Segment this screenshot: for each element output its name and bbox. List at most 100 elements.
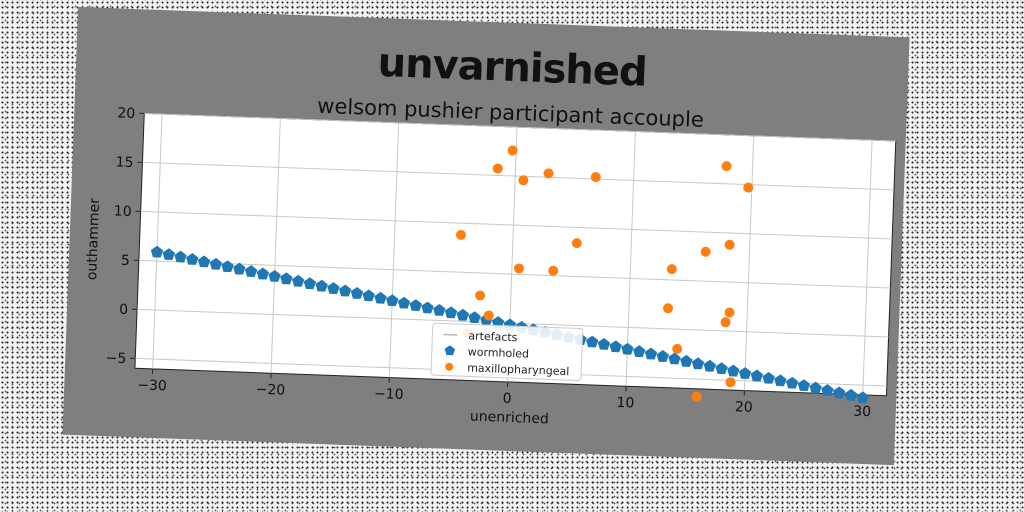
x-grid-line: [152, 114, 163, 369]
maxillopharyngeal-point: [507, 145, 518, 156]
wormholed-point: [656, 350, 669, 362]
wormholed-point: [821, 384, 834, 396]
wormholed-point: [468, 311, 481, 324]
wormholed-point: [150, 245, 164, 258]
wormholed-point: [350, 287, 364, 299]
wormholed-point: [303, 277, 317, 290]
x-grid-line: [270, 118, 281, 374]
wormholed-point: [233, 262, 246, 275]
wormholed-point: [374, 291, 387, 304]
x-tick-label: 10: [616, 395, 634, 412]
x-tick-label: −10: [374, 386, 404, 403]
wormholed-point: [586, 335, 599, 348]
maxillopharyngeal-point: [724, 307, 735, 318]
legend-marker-artefacts: [443, 333, 458, 336]
y-axis-label: outhammer: [84, 198, 103, 281]
wormholed-point: [397, 296, 411, 309]
wormholed-point: [750, 369, 764, 382]
maxillopharyngeal-point: [743, 182, 754, 193]
wormholed-point: [762, 371, 775, 384]
y-grid-line: [142, 161, 894, 191]
wormholed-point: [162, 248, 175, 261]
wormholed-point: [433, 303, 446, 316]
maxillopharyngeal-point: [721, 161, 732, 172]
wormholed-point: [668, 352, 681, 365]
wormholed-point: [339, 284, 352, 297]
legend-entry-wormholed: wormholed: [468, 345, 530, 360]
wormholed-point: [209, 257, 223, 270]
wormholed-point: [633, 345, 646, 358]
y-tick-label: −5: [105, 350, 126, 367]
x-grid-line: [743, 135, 755, 391]
wormholed-point: [691, 357, 705, 370]
wormholed-point: [797, 379, 811, 392]
y-tick-label: 20: [117, 105, 135, 122]
maxillopharyngeal-point: [483, 310, 494, 321]
wormholed-point: [268, 269, 281, 282]
x-tick-label: 0: [502, 391, 512, 407]
wormholed-point: [327, 282, 340, 295]
y-grid-line: [140, 210, 893, 240]
wormholed-point: [856, 391, 869, 404]
maxillopharyngeal-point: [492, 163, 503, 174]
maxillopharyngeal-point: [590, 172, 601, 183]
wormholed-point: [703, 359, 716, 372]
wormholed-point: [291, 274, 305, 287]
wormholed-point: [444, 306, 458, 319]
wormholed-point: [609, 340, 622, 353]
wormholed-point: [738, 367, 752, 380]
wormholed-point: [785, 376, 799, 389]
maxillopharyngeal-point: [666, 264, 677, 275]
maxillopharyngeal-point: [455, 229, 466, 240]
maxillopharyngeal-point: [518, 175, 529, 186]
maxillopharyngeal-point: [725, 377, 736, 388]
wormholed-point: [197, 255, 211, 268]
x-tick-label: −20: [255, 382, 285, 399]
wormholed-point: [774, 374, 787, 387]
chart-title: unvarnished: [377, 40, 647, 96]
chart-card: unvarnished welsom pushier participant a…: [62, 6, 910, 466]
wormholed-point: [244, 265, 258, 278]
wormholed-point: [727, 364, 740, 377]
wormholed-point: [621, 342, 634, 355]
maxillopharyngeal-point: [700, 246, 711, 257]
wormholed-point: [644, 347, 658, 360]
wormholed-point: [315, 279, 328, 292]
x-tick-label: −30: [137, 377, 167, 394]
wormholed-point: [280, 272, 293, 285]
x-grid-line: [862, 140, 873, 395]
maxillopharyngeal-point: [663, 303, 674, 314]
wormholed-point: [186, 253, 199, 265]
y-tick-label: 0: [119, 302, 129, 318]
scatter-chart: unvarnished welsom pushier participant a…: [84, 40, 897, 428]
wormholed-point: [680, 354, 693, 367]
maxillopharyngeal-point: [548, 265, 559, 276]
wormholed-point: [832, 386, 846, 399]
maxillopharyngeal-point: [724, 239, 735, 250]
wormholed-point: [362, 289, 375, 302]
wormholed-point: [421, 301, 434, 314]
wormholed-point: [256, 267, 270, 280]
maxillopharyngeal-point: [513, 263, 524, 274]
wormholed-point: [409, 299, 422, 312]
x-axis-label: unenriched: [470, 409, 549, 428]
wormholed-point: [597, 337, 611, 350]
y-grid-line: [138, 259, 891, 289]
maxillopharyngeal-point: [571, 238, 582, 249]
x-tick-label: 30: [853, 404, 871, 421]
y-tick-label: 15: [115, 154, 133, 171]
maxillopharyngeal-point: [475, 290, 486, 301]
wormholed-point: [809, 381, 822, 394]
wormholed-point: [715, 362, 728, 375]
y-tick-label: 5: [121, 253, 131, 269]
maxillopharyngeal-point: [691, 391, 702, 402]
legend-marker-maxillopharyngeal: [445, 362, 454, 371]
wormholed-point: [174, 250, 187, 263]
legend-entry-artefacts: artefacts: [468, 329, 518, 344]
wormholed-point: [456, 308, 470, 321]
maxillopharyngeal-point: [672, 343, 683, 354]
legend-entry-maxillopharyngeal: maxillopharyngeal: [467, 361, 570, 378]
legend-marker-wormholed: [444, 345, 456, 356]
maxillopharyngeal-point: [720, 317, 731, 328]
